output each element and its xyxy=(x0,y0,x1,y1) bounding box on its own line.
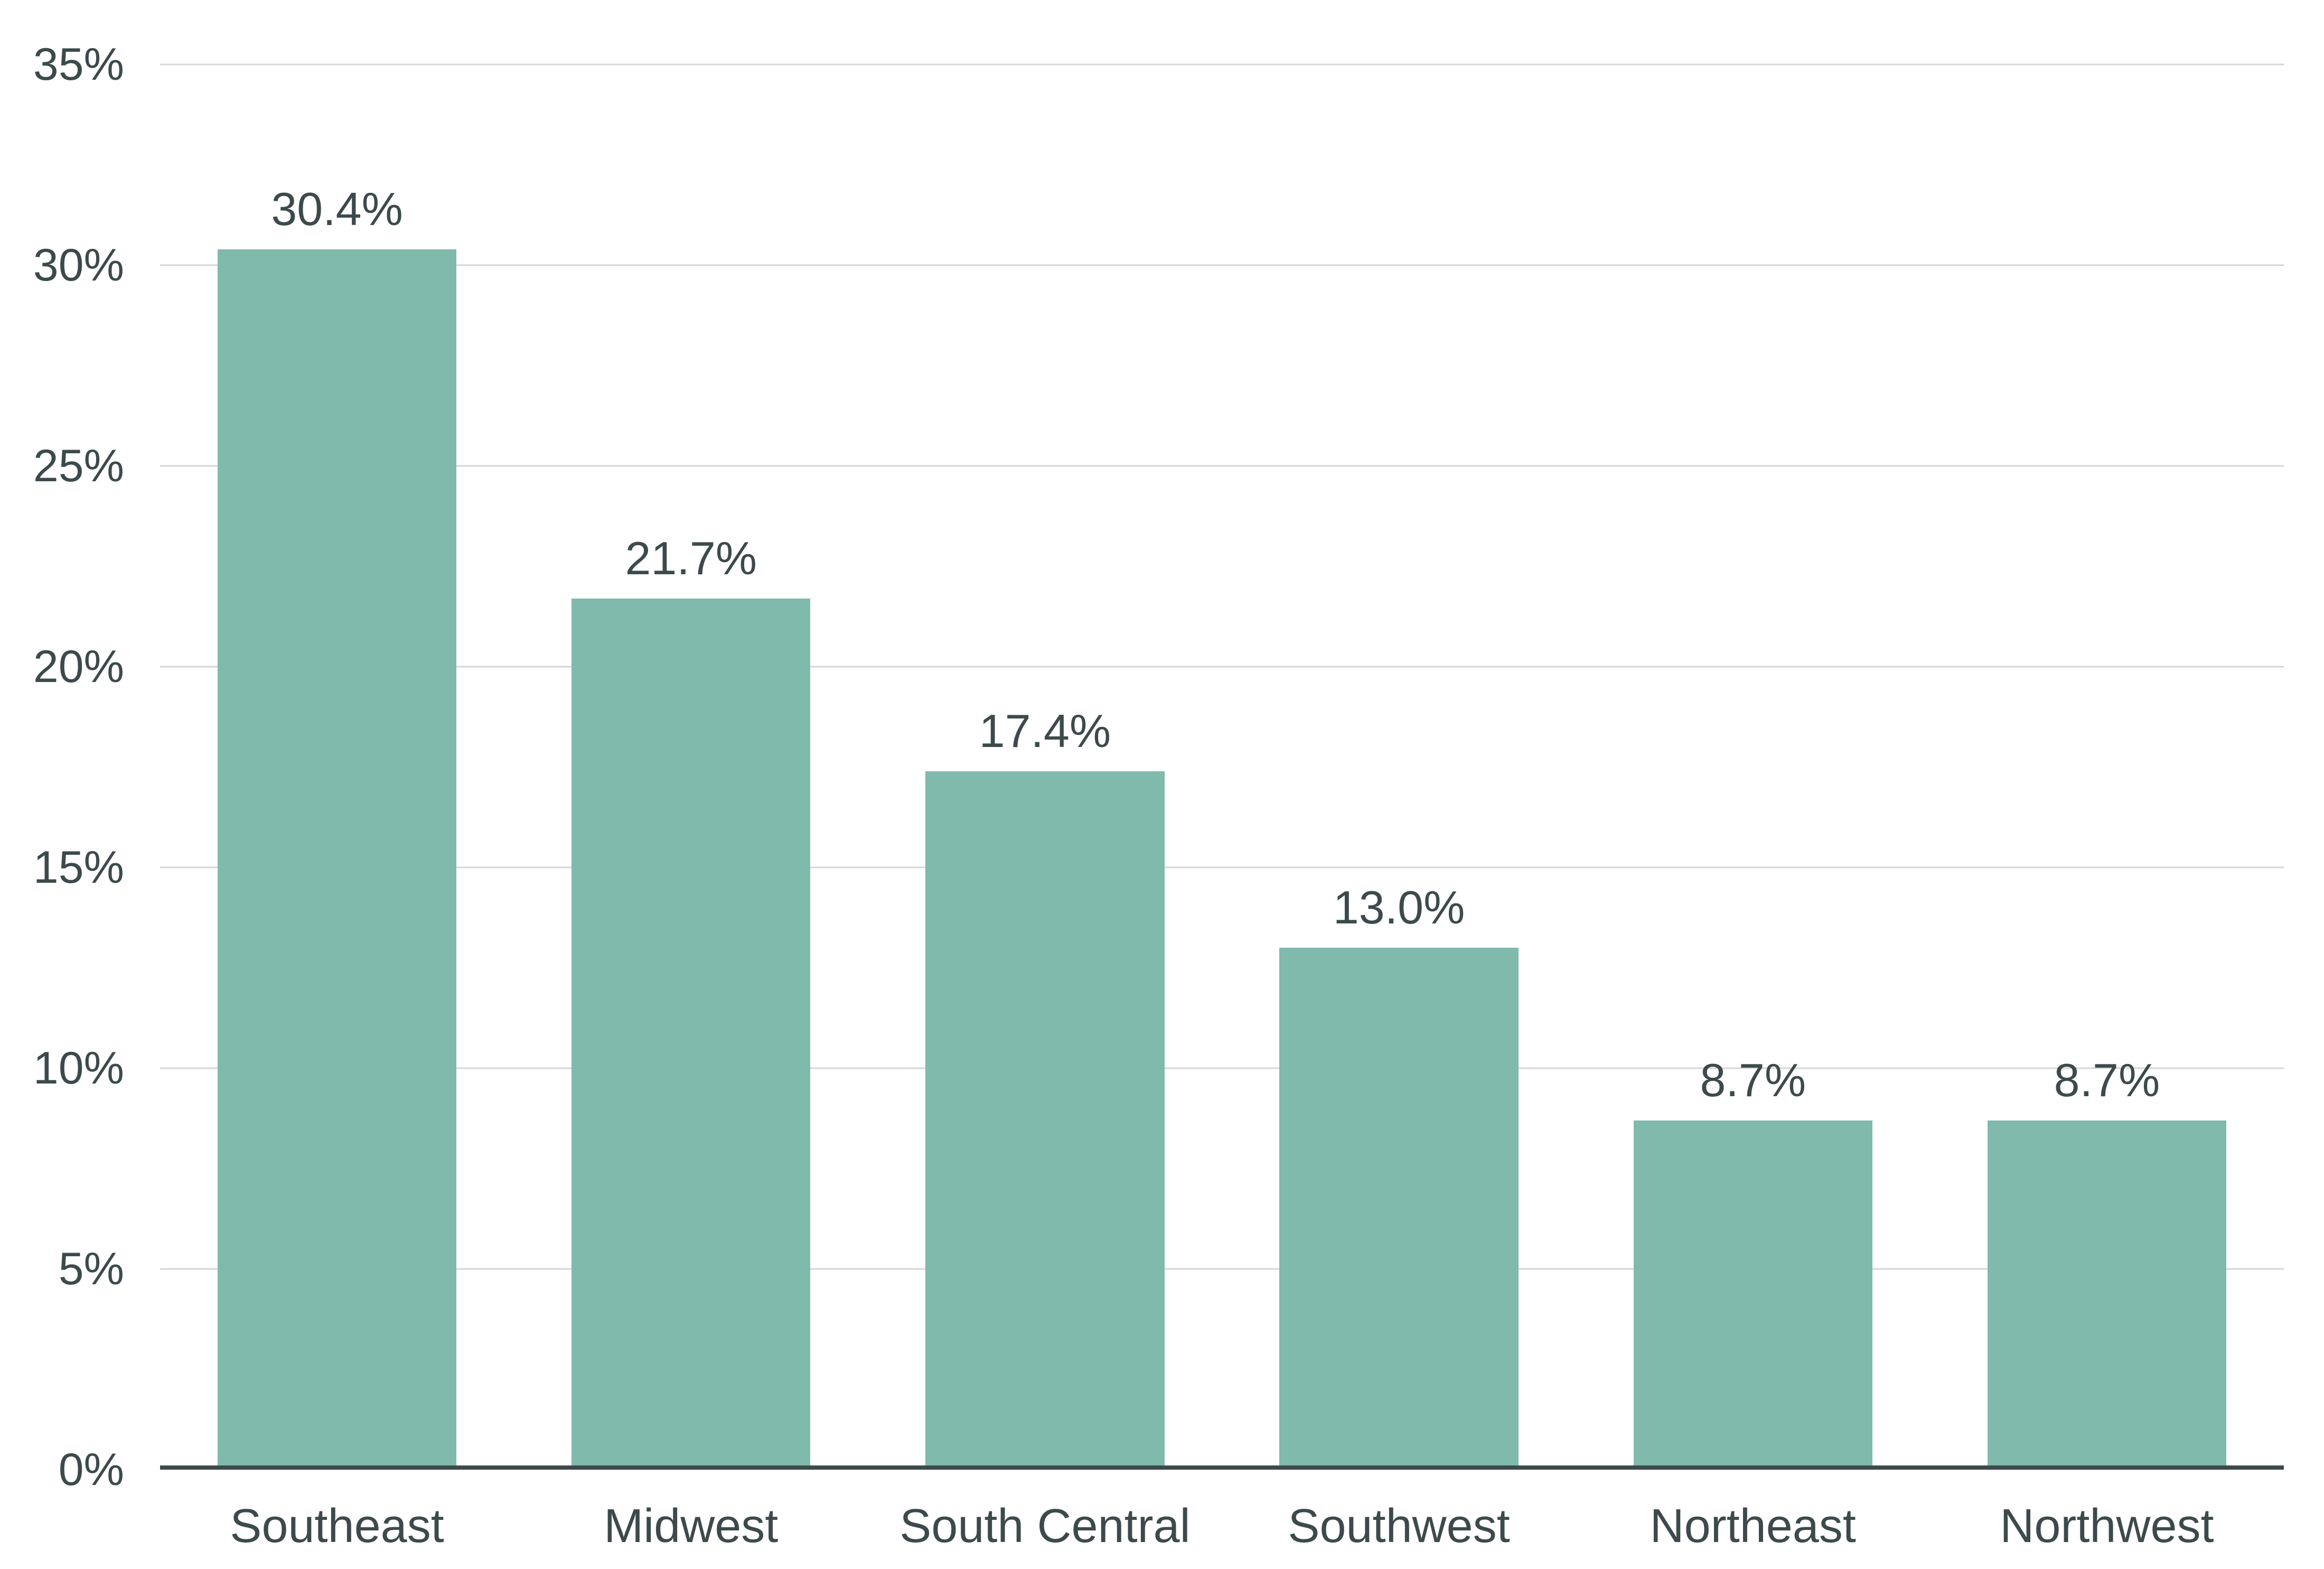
bar-group: 8.7% Northwest xyxy=(1930,64,2284,1550)
y-tick-label: 35% xyxy=(33,39,124,90)
bar-value-label: 8.7% xyxy=(2054,1053,2160,1106)
gridline-35 xyxy=(160,63,2284,66)
bar xyxy=(1633,1120,1872,1470)
x-axis-category-label: Southeast xyxy=(230,1500,444,1553)
y-tick-label: 30% xyxy=(33,240,124,291)
bar-group: 17.4% South Central xyxy=(868,64,1222,1550)
gridline-25 xyxy=(160,465,2284,467)
bar xyxy=(217,249,457,1470)
gridline-30 xyxy=(160,264,2284,266)
x-axis-category-label: Northwest xyxy=(2000,1500,2214,1553)
bar-value-label: 21.7% xyxy=(625,531,757,584)
y-tick-label: 20% xyxy=(33,641,124,692)
bar-value-label: 8.7% xyxy=(1700,1053,1806,1106)
bar-group: 8.7% Northeast xyxy=(1576,64,1930,1550)
bar xyxy=(1279,948,1519,1470)
bar-value-label: 17.4% xyxy=(979,704,1111,757)
bar-group: 30.4% Southeast xyxy=(160,64,514,1550)
x-axis-category-label: Northeast xyxy=(1650,1500,1856,1553)
bar-value-label: 30.4% xyxy=(271,182,403,235)
y-tick-label: 0% xyxy=(58,1444,124,1495)
bar-group: 21.7% Midwest xyxy=(514,64,868,1550)
bar-value-label: 13.0% xyxy=(1333,881,1465,933)
y-tick-label: 5% xyxy=(58,1244,124,1294)
bar xyxy=(1987,1120,2227,1470)
gridline-5 xyxy=(160,1268,2284,1270)
y-tick-label: 15% xyxy=(33,842,124,893)
bars: 30.4% Southeast 21.7% Midwest 17.4% South Cen… xyxy=(160,64,2284,1550)
gridline-15 xyxy=(160,866,2284,868)
x-axis-category-label: Midwest xyxy=(604,1500,779,1553)
x-axis-category-label: South Central xyxy=(899,1500,1191,1553)
bar xyxy=(925,771,1165,1470)
gridline-10 xyxy=(160,1067,2284,1069)
bar-group: 13.0% Southwest xyxy=(1222,64,1576,1550)
bar xyxy=(571,598,811,1470)
y-tick-label: 25% xyxy=(33,441,124,491)
x-axis-line xyxy=(160,1465,2284,1470)
plot-area: 35% 30% 25% 20% 15% 10% 5% 0% 30.4% Southeast 21.… xyxy=(33,42,2284,1550)
x-axis-category-label: Southwest xyxy=(1288,1500,1510,1553)
y-tick-label: 10% xyxy=(33,1043,124,1094)
gridline-20 xyxy=(160,666,2284,668)
